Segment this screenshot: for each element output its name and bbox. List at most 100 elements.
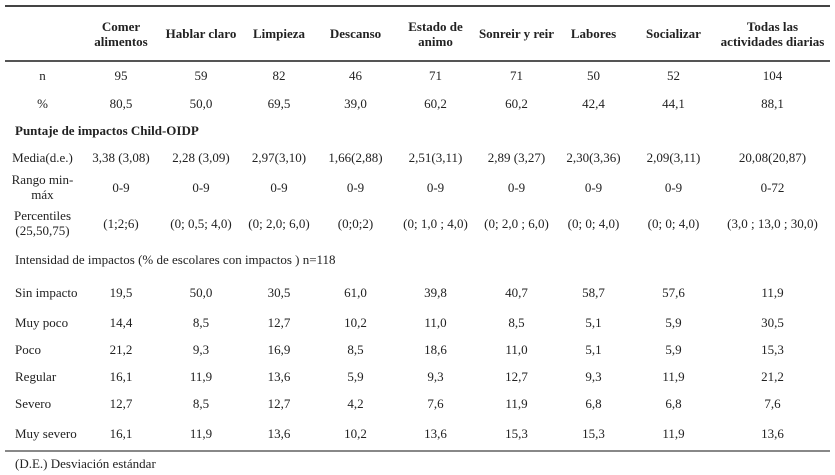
column-header: Estado de animo xyxy=(408,18,463,49)
table-cell: 0-9 xyxy=(270,179,288,195)
table-cell: 0-9 xyxy=(664,179,683,195)
table-cell: 4,2 xyxy=(347,396,364,411)
table-cell: 19,5 xyxy=(109,284,133,300)
table-cell: (0; 2,0; 6,0) xyxy=(248,215,310,231)
table-cell: 82 xyxy=(272,68,286,83)
table-cell: 6,8 xyxy=(665,396,682,411)
table-cell: 60,2 xyxy=(505,95,528,111)
table-cell: 8,5 xyxy=(508,315,525,330)
table-cell: 5,9 xyxy=(665,315,682,330)
table-cell: 69,5 xyxy=(267,95,291,111)
table-cell: 16,1 xyxy=(109,369,133,384)
table-cell: 20,08(20,87) xyxy=(738,149,807,165)
table-cell: (0; 0; 4,0) xyxy=(567,215,620,231)
table-cell: 5,1 xyxy=(585,315,602,330)
table-cell: 11,9 xyxy=(189,426,213,441)
table-cell: 39,0 xyxy=(344,95,367,111)
table-cell: 8,5 xyxy=(192,315,210,330)
table-cell: 11,0 xyxy=(424,315,447,330)
table-cell: 0-9 xyxy=(426,179,445,195)
row-label: Muy severo xyxy=(15,426,77,441)
table-cell: 2,09(3,11) xyxy=(646,149,701,165)
table-cell: 2,51(3,11) xyxy=(408,149,463,165)
table-row: Muy severo 16,1 11,9 13,6 10,2 13,6 15,3 15,3 11… xyxy=(5,417,830,451)
section-row: Puntaje de impactos Child-OIDP xyxy=(5,117,830,143)
table-cell: (0; 2,0 ; 6,0) xyxy=(484,215,549,231)
table-cell: 11,9 xyxy=(761,284,784,300)
table-cell: 5,9 xyxy=(665,342,682,357)
table-row: Muy poco 14,4 8,5 12,7 10,2 11,0 8,5 5,1 5,9 30,5 xyxy=(5,309,830,336)
row-label: Muy poco xyxy=(15,315,69,330)
table-cell: 57,6 xyxy=(662,284,685,300)
table-cell: 13,6 xyxy=(761,426,784,441)
table-cell: 50,0 xyxy=(189,284,213,300)
table-header: Comer alimentos Hablar claro Limpieza Desca… xyxy=(5,6,830,61)
table-row: % 80,5 50,0 69,5 39,0 60,2 60,2 42,4 44,1 88,1 xyxy=(5,89,830,117)
table-cell: 8,5 xyxy=(347,342,364,357)
table-cell: 18,6 xyxy=(424,342,447,357)
table-cell: (3,0 ; 13,0 ; 30,0) xyxy=(727,215,818,231)
table-cell: 12,7 xyxy=(109,396,133,411)
table-cell: 15,3 xyxy=(505,426,528,441)
table-cell: 39,8 xyxy=(424,284,447,300)
table-row: Regular 16,1 11,9 13,6 5,9 9,3 12,7 9,3 11,9 21,2 xyxy=(5,363,830,390)
table-cell: 10,2 xyxy=(344,315,367,330)
table-cell: 2,89 (3,27) xyxy=(487,149,546,165)
row-label: Percentiles (25,50,75) xyxy=(13,208,72,238)
table-cell: 30,5 xyxy=(761,315,784,330)
table-row: Poco 21,2 9,3 16,9 8,5 18,6 11,0 5,1 5,9 15,3 xyxy=(5,336,830,363)
column-header xyxy=(5,6,80,61)
table-cell: 52 xyxy=(667,68,680,83)
table-cell: 40,7 xyxy=(505,284,528,300)
column-header: Descanso xyxy=(329,26,382,41)
table-row: Severo 12,7 8,5 12,7 4,2 7,6 11,9 6,8 6,8 7,6 xyxy=(5,390,830,417)
table-cell: 0-9 xyxy=(507,179,526,195)
section-row: Intensidad de impactos (% de escolares c… xyxy=(5,243,830,275)
table-cell: 0-9 xyxy=(192,179,210,195)
column-header: Labores xyxy=(570,26,617,41)
table-cell: 13,6 xyxy=(267,426,291,441)
table-cell: 61,0 xyxy=(344,284,367,300)
row-label: Severo xyxy=(15,396,52,411)
table-cell: 21,2 xyxy=(761,369,784,384)
table-cell: 11,9 xyxy=(189,369,213,384)
table-cell: 7,6 xyxy=(427,396,444,411)
column-header: Sonreir y reir xyxy=(478,26,555,41)
table-cell: 50 xyxy=(587,68,600,83)
table-cell: 0-9 xyxy=(112,179,130,195)
table-cell: (0; 0; 4,0) xyxy=(647,215,700,231)
table-cell: 9,3 xyxy=(427,369,444,384)
row-label: Sin impacto xyxy=(15,284,78,300)
table-cell: 11,9 xyxy=(662,369,685,384)
column-header: Comer alimentos xyxy=(94,18,148,49)
table-cell: 1,66(2,88) xyxy=(328,149,383,165)
table-cell: (0;0;2) xyxy=(337,215,374,231)
table-row: Percentiles (25,50,75) (1;2;6) (0; 0,5; 4,… xyxy=(5,203,830,243)
table-cell: 42,4 xyxy=(582,95,605,111)
section-heading: Intensidad de impactos (% de escolares c… xyxy=(15,251,336,267)
section-heading: Puntaje de impactos Child-OIDP xyxy=(15,122,199,138)
row-label: % xyxy=(37,95,48,111)
table-cell: 71 xyxy=(510,68,523,83)
table-row: Sin impacto 19,5 50,0 30,5 61,0 39,8 40,7 58,7 5… xyxy=(5,275,830,309)
row-label: Media(d.e.) xyxy=(12,149,73,165)
table-cell: 21,2 xyxy=(109,342,133,357)
table-cell: 58,7 xyxy=(582,284,605,300)
table-cell: 2,97(3,10) xyxy=(251,149,307,165)
table-cell: 104 xyxy=(762,68,783,83)
table-cell: 15,3 xyxy=(582,426,605,441)
table-cell: 10,2 xyxy=(344,426,367,441)
table-cell: (0; 1,0 ; 4,0) xyxy=(403,215,468,231)
table-row: Rango min-máx 0-9 0-9 0-9 0-9 0-9 0-9 0-9 0-9 0-7… xyxy=(5,171,830,203)
footnote: (D.E.) Desviación estándar xyxy=(15,456,156,471)
column-header: Socializar xyxy=(646,26,701,41)
table-cell: 71 xyxy=(429,68,442,83)
table-cell: 15,3 xyxy=(761,342,784,357)
row-label: n xyxy=(39,68,46,83)
table-cell: 95 xyxy=(114,68,128,83)
table-cell: (1;2;6) xyxy=(103,215,139,231)
table-cell: 46 xyxy=(349,68,362,83)
table-cell: 14,4 xyxy=(109,315,133,330)
table-cell: 12,7 xyxy=(267,315,291,330)
row-label: Regular xyxy=(15,369,57,384)
